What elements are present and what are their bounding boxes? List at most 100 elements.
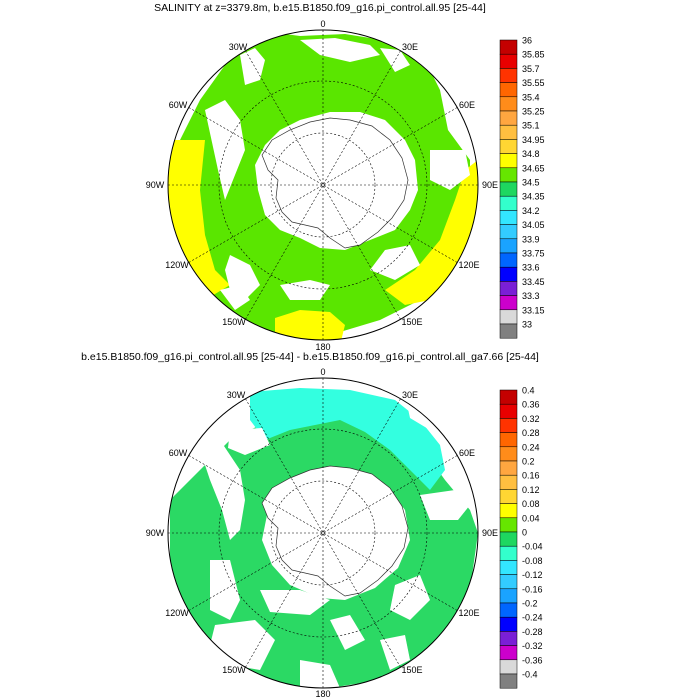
- colorbar-swatch: [499, 82, 518, 98]
- lon-label: 60E: [459, 100, 475, 110]
- colorbar-tick-label: 35.25: [522, 107, 545, 117]
- colorbar-swatch: [499, 295, 518, 311]
- colorbar-swatch: [499, 210, 518, 225]
- lon-label: 90E: [482, 180, 498, 190]
- colorbar-tick-label: 0.24: [522, 442, 540, 452]
- colorbar-swatch: [499, 110, 518, 126]
- colorbar-tick-label: 35.1: [522, 121, 540, 131]
- colorbar-swatch: [499, 631, 518, 646]
- colorbar-swatch: [499, 673, 518, 689]
- colorbar-tick-label: 34.35: [522, 192, 545, 202]
- colorbar-tick-label: 34.95: [522, 135, 545, 145]
- colorbar-swatch: [499, 517, 518, 533]
- colorbar-swatch: [499, 323, 518, 339]
- lon-label: 30E: [402, 390, 418, 400]
- colorbar-tick-label: -0.08: [522, 556, 543, 566]
- colorbar-tick-label: 35.7: [522, 64, 540, 74]
- colorbar-swatch: [499, 474, 518, 490]
- colorbar-swatch: [499, 432, 518, 448]
- colorbar-tick-label: 0.32: [522, 414, 540, 424]
- colorbar-tick-label: -0.24: [522, 613, 543, 623]
- colorbar-swatch: [499, 503, 518, 519]
- map2-longitude-labels: 0 30W 30E 60W 60E 90W 90E 120W 120E 150W…: [146, 367, 498, 699]
- colorbar-swatch: [499, 281, 518, 296]
- lon-label: 180: [315, 689, 330, 699]
- map1-colorbar: 36 35.85 35.7 35.55 35.4 35.25 35.1 34.95 34.8 34…: [499, 36, 545, 339]
- colorbar-tick-label: 33: [522, 320, 532, 330]
- colorbar-tick-label: -0.32: [522, 641, 543, 651]
- colorbar-swatch: [499, 446, 518, 462]
- lon-label: 150W: [222, 317, 246, 327]
- colorbar-tick-label: 0.28: [522, 428, 540, 438]
- colorbar-swatch: [499, 238, 518, 254]
- colorbar-swatch: [499, 588, 518, 604]
- map2-title: b.e15.B1850.f09_g16.pi_control.all.95 [2…: [81, 351, 539, 363]
- colorbar-tick-label: 0.04: [522, 513, 540, 523]
- colorbar-swatch: [499, 39, 518, 55]
- colorbar-tick-label: 33.45: [522, 277, 545, 287]
- map1-antarctica: [261, 117, 409, 249]
- colorbar-tick-label: 34.05: [522, 220, 545, 230]
- lon-label: 60W: [169, 448, 188, 458]
- colorbar-tick-label: 0.12: [522, 485, 540, 495]
- map1-graticule: [168, 30, 478, 340]
- colorbar-swatch: [499, 545, 518, 561]
- colorbar-swatch: [499, 659, 518, 675]
- lon-label: 0: [320, 19, 325, 29]
- colorbar-tick-label: -0.2: [522, 599, 538, 609]
- lon-label: 90E: [482, 528, 498, 538]
- colorbar-swatch: [499, 489, 518, 504]
- colorbar-swatch: [499, 389, 518, 405]
- colorbar-tick-label: 33.15: [522, 305, 545, 315]
- colorbar-tick-label: 0.16: [522, 471, 540, 481]
- colorbar-tick-label: 34.5: [522, 178, 540, 188]
- colorbar-tick-label: 35.85: [522, 50, 545, 60]
- lon-label: 30E: [402, 42, 418, 52]
- colorbar-tick-label: -0.4: [522, 670, 538, 680]
- map1-title: SALINITY at z=3379.8m, b.e15.B1850.f09_g…: [154, 2, 486, 14]
- map2-graticule: [168, 378, 478, 688]
- colorbar-tick-label: 0.4: [522, 386, 535, 396]
- colorbar-swatch: [499, 252, 518, 268]
- lon-label: 150W: [222, 665, 246, 675]
- map2-polar-plot: 0 30W 30E 60W 60E 90W 90E 120W 120E 150W…: [146, 367, 498, 699]
- colorbar-swatch: [499, 266, 518, 282]
- map2-negative-difference: [250, 388, 445, 490]
- colorbar-swatch: [499, 616, 518, 632]
- colorbar-tick-label: 0: [522, 528, 527, 538]
- colorbar-tick-label: 0.08: [522, 499, 540, 509]
- colorbar-swatch: [499, 645, 518, 661]
- lon-label: 120E: [458, 608, 479, 618]
- colorbar-tick-label: 33.6: [522, 263, 540, 273]
- colorbar-swatch: [499, 224, 518, 240]
- map2-border: [167, 377, 479, 689]
- lon-label: 60W: [169, 100, 188, 110]
- lon-label: 30W: [229, 42, 248, 52]
- colorbar-swatch: [499, 560, 518, 575]
- map1-polar-plot: 0 30W 30E 60W 60E 90W 90E 120W 120E 150W…: [146, 19, 498, 352]
- colorbar-swatch: [499, 53, 518, 69]
- lon-label: 0: [320, 367, 325, 377]
- colorbar-tick-label: 34.8: [522, 149, 540, 159]
- colorbar-tick-label: 33.9: [522, 234, 540, 244]
- lon-label: 60E: [459, 448, 475, 458]
- lon-label: 150E: [401, 665, 422, 675]
- colorbar-tick-label: -0.16: [522, 584, 543, 594]
- colorbar-swatch: [499, 167, 518, 183]
- colorbar-swatch: [499, 124, 518, 140]
- colorbar-swatch: [499, 460, 518, 476]
- colorbar-tick-label: -0.36: [522, 655, 543, 665]
- lon-label: 180: [315, 342, 330, 352]
- colorbar-tick-label: -0.28: [522, 627, 543, 637]
- colorbar-swatch: [499, 139, 518, 154]
- map2-difference-field: [170, 415, 478, 688]
- colorbar-swatch: [499, 403, 518, 419]
- lon-label: 120W: [165, 260, 189, 270]
- colorbar-swatch: [499, 96, 518, 112]
- lon-label: 90W: [146, 528, 165, 538]
- colorbar-swatch: [499, 68, 518, 83]
- lon-label: 150E: [401, 317, 422, 327]
- colorbar-tick-label: -0.04: [522, 542, 543, 552]
- lon-label: 90W: [146, 180, 165, 190]
